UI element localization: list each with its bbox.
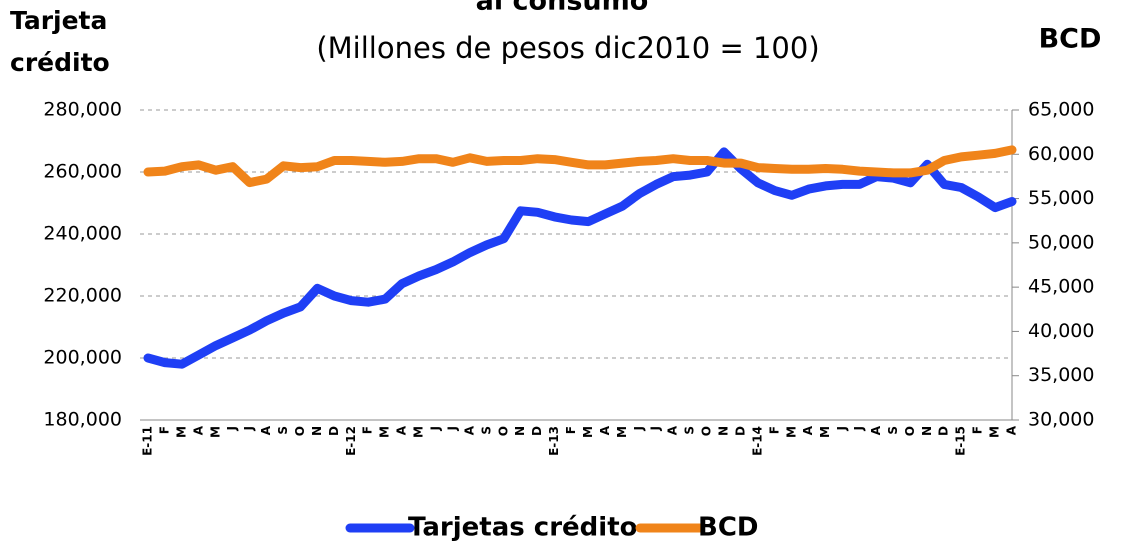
x-tick-label: A — [462, 425, 476, 435]
y-tick-label: 260,000 — [43, 161, 122, 183]
x-tick-label: J — [225, 426, 239, 431]
x-tick-label: N — [310, 426, 324, 436]
x-tick-label: J — [632, 426, 646, 431]
x-tick-label: E-12 — [344, 426, 358, 456]
line-series — [143, 145, 1017, 188]
y-tick-label: 220,000 — [43, 285, 122, 307]
y-tick-label: 280,000 — [43, 99, 122, 121]
x-tick-label: M — [581, 426, 595, 438]
y2-axis-label: BCD — [1039, 24, 1102, 55]
x-tick-label: J — [649, 426, 663, 431]
x-tick-label: A — [801, 425, 815, 435]
y-axis-label-line: Tarjeta — [10, 6, 107, 35]
x-tick-label: F — [971, 426, 985, 434]
chart-title: al consumo — [476, 0, 649, 17]
x-tick-label: E-14 — [750, 426, 764, 456]
x-tick-label: N — [513, 426, 527, 436]
y2-tick-label: 55,000 — [1028, 187, 1094, 209]
x-tick-label: J — [835, 426, 849, 431]
y2-tick-label: 30,000 — [1028, 409, 1094, 431]
x-tick-label: J — [445, 426, 459, 431]
x-tick-label: J — [429, 426, 443, 431]
y2-tick-label: 60,000 — [1028, 143, 1094, 165]
x-tick-label: D — [733, 426, 747, 436]
x-tick-label: O — [700, 426, 714, 436]
x-tick-label: M — [818, 426, 832, 438]
chart-subtitle: (Millones de pesos dic2010 = 100) — [316, 31, 819, 65]
x-tick-label: M — [784, 426, 798, 438]
x-tick-label: E-15 — [954, 426, 968, 456]
y2-tick-label: 35,000 — [1028, 364, 1094, 386]
x-tick-label: A — [869, 425, 883, 435]
x-tick-label: S — [886, 426, 900, 435]
x-tick-label: M — [208, 426, 222, 438]
y2-tick-label: 65,000 — [1028, 99, 1094, 121]
x-tick-label: D — [530, 426, 544, 436]
x-tick-label: J — [242, 426, 256, 431]
x-tick-label: A — [191, 425, 205, 435]
x-tick-label: O — [903, 426, 917, 436]
x-tick-label: A — [395, 425, 409, 435]
x-tick-label: F — [767, 426, 781, 434]
y-tick-label: 240,000 — [43, 223, 122, 245]
x-tick-label: M — [615, 426, 629, 438]
y2-tick-label: 50,000 — [1028, 231, 1094, 253]
x-tick-label: E-11 — [141, 426, 155, 456]
x-tick-label: M — [174, 426, 188, 438]
x-tick-label: O — [293, 426, 307, 436]
x-tick-label: N — [920, 426, 934, 436]
y-tick-label: 200,000 — [43, 347, 122, 369]
x-tick-label: D — [327, 426, 341, 436]
legend-label: BCD — [698, 513, 758, 543]
x-tick-label: M — [988, 426, 1002, 438]
x-tick-label: E-13 — [547, 426, 561, 456]
y2-tick-label: 40,000 — [1028, 320, 1094, 342]
x-tick-label: A — [666, 425, 680, 435]
y2-tick-label: 45,000 — [1028, 276, 1094, 298]
y-axis-label-line: crédito — [10, 48, 110, 77]
line-series — [143, 147, 1017, 369]
x-tick-label: A — [259, 425, 273, 435]
x-tick-label: F — [157, 426, 171, 434]
x-tick-label: A — [598, 425, 612, 435]
x-tick-label: A — [1005, 425, 1019, 435]
x-tick-label: N — [717, 426, 731, 436]
x-tick-label: S — [276, 426, 290, 435]
y-axis-label: Tarjeta crédito — [10, 6, 110, 77]
x-tick-label: S — [683, 426, 697, 435]
x-tick-label: F — [564, 426, 578, 434]
x-tick-label: M — [412, 426, 426, 438]
x-tick-label: M — [378, 426, 392, 438]
x-tick-label: F — [361, 426, 375, 434]
x-tick-label: S — [479, 426, 493, 435]
x-tick-label: O — [496, 426, 510, 436]
y-tick-label: 180,000 — [43, 409, 122, 431]
legend-label: Tarjetas crédito — [408, 513, 637, 543]
x-tick-label: J — [852, 426, 866, 431]
x-tick-label: D — [937, 426, 951, 436]
